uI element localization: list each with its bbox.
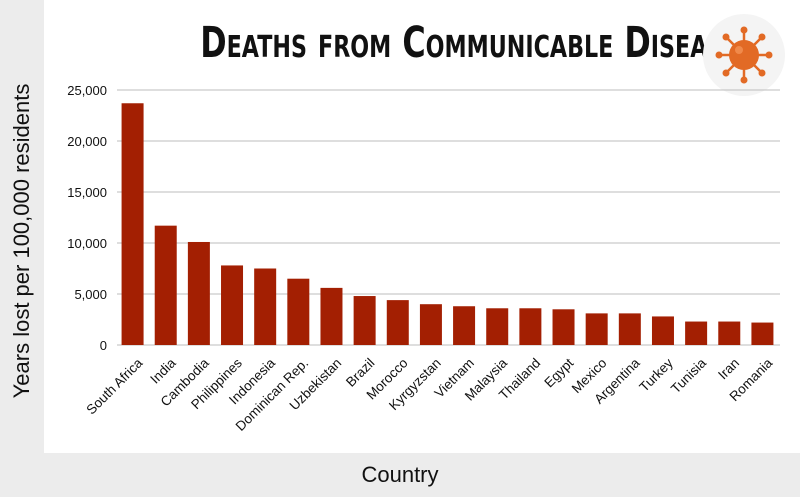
y-tick-label: 0 (100, 338, 107, 353)
bar (519, 308, 542, 345)
y-tick-label: 20,000 (67, 134, 107, 149)
bar (486, 308, 509, 345)
bar (618, 313, 641, 345)
y-tick-label: 10,000 (67, 236, 107, 251)
bar (585, 313, 608, 345)
left-band (0, 0, 44, 497)
bar (254, 268, 277, 345)
bar (320, 287, 343, 345)
x-tick-label: South Africa (83, 355, 145, 417)
y-tick-label: 15,000 (67, 185, 107, 200)
bar (552, 309, 575, 345)
x-tick-label: Tunisia (668, 355, 709, 396)
bottom-band (0, 453, 800, 497)
bar (751, 322, 774, 345)
virus-icon (702, 13, 786, 97)
bar (221, 265, 244, 345)
y-tick-label: 5,000 (74, 287, 107, 302)
bar (353, 296, 376, 345)
bar (386, 300, 409, 345)
bar (419, 304, 442, 345)
x-axis-label: Country (361, 462, 439, 487)
bar (718, 321, 741, 345)
bar (651, 316, 674, 345)
bar (121, 103, 144, 345)
x-tick-label: Iran (715, 355, 742, 382)
bar (187, 241, 210, 345)
y-tick-label: 25,000 (67, 83, 107, 98)
bar (685, 321, 708, 345)
bar (154, 225, 177, 345)
bar (453, 306, 476, 345)
bar (287, 278, 310, 345)
